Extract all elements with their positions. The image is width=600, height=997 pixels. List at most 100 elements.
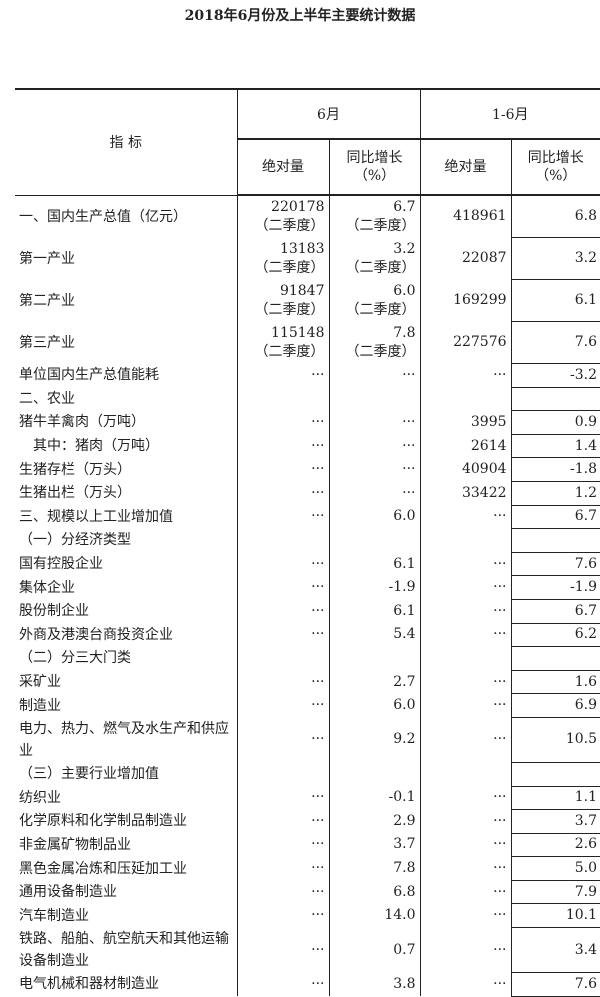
jan-jun-yoy: 7.9	[510, 879, 600, 905]
june-yoy: ···	[328, 481, 421, 506]
june-absolute-text: （二季度）	[254, 217, 325, 234]
header-indicator: 指 标	[15, 88, 238, 196]
june-yoy-text: 3.2	[393, 240, 416, 257]
jan-jun-absolute-text: ···	[493, 731, 507, 748]
jan-jun-yoy: 6.9	[510, 693, 600, 718]
june-yoy	[328, 762, 421, 786]
jan-jun-yoy: 5.0	[510, 856, 600, 881]
june-yoy-text: 5.4	[393, 626, 416, 643]
jan-jun-absolute-text: ···	[493, 508, 507, 525]
jan-jun-yoy: 10.5	[510, 716, 600, 763]
jan-jun-yoy-text: 3.2	[574, 250, 598, 266]
jan-jun-absolute-text: ···	[493, 907, 507, 924]
june-yoy-text: 6.0	[393, 508, 416, 525]
june-yoy: ···	[328, 457, 421, 482]
table-row: 一、国内生产总值（亿元） 220178 （二季度） 6.7 （二季度） 418961 6.8	[15, 194, 600, 238]
jan-jun-absolute-text: ···	[493, 579, 507, 596]
jan-jun-absolute-text: ···	[493, 366, 507, 383]
jan-jun-yoy: 6.8	[510, 194, 600, 238]
jan-jun-absolute-text: ···	[493, 860, 507, 877]
june-yoy-text: ···	[402, 366, 416, 383]
table-row: 纺织业 ··· -0.1 ··· 1.1	[15, 785, 600, 811]
june-yoy-text: 2.7	[393, 673, 416, 690]
table-row: 第一产业 13183 （二季度） 3.2 （二季度） 22087 3.2	[15, 237, 600, 280]
june-absolute-text: ···	[311, 461, 325, 478]
yoy-label: 同比增长	[527, 150, 584, 166]
jan-jun-yoy: 6.2	[510, 622, 600, 648]
june-yoy: -0.1	[328, 786, 421, 810]
june-absolute	[236, 528, 329, 553]
yoy-unit: （%）	[535, 168, 577, 184]
jan-jun-absolute-text: 2614	[470, 437, 507, 454]
jan-jun-yoy-text: 7.6	[574, 975, 598, 992]
jan-jun-yoy: 1.1	[510, 785, 600, 811]
jan-jun-yoy: -1.9	[510, 575, 600, 600]
june-absolute: ···	[236, 623, 329, 647]
june-absolute-text: ···	[311, 789, 325, 806]
jan-jun-absolute	[419, 387, 512, 411]
june-yoy: 2.7	[328, 670, 421, 694]
june-absolute: ···	[236, 670, 329, 694]
jan-jun-absolute: ···	[419, 552, 512, 576]
june-yoy-text: （二季度）	[345, 259, 416, 276]
jan-jun-yoy-text: 3.4	[574, 941, 598, 958]
table-row: 汽车制造业 ··· 14.0 ··· 10.1	[15, 903, 600, 929]
indicator-label: 猪牛羊禽肉（万吨）	[19, 414, 145, 431]
header-jan-jun: 1-6月	[419, 88, 600, 140]
june-yoy: 5.4	[328, 623, 421, 647]
header-june-yoy: 同比增长 （%）	[328, 138, 421, 196]
jan-jun-yoy: 1.2	[510, 480, 600, 506]
june-yoy: -1.9	[328, 575, 421, 600]
jan-jun-absolute: ···	[419, 363, 512, 388]
june-absolute-text: ···	[311, 941, 325, 958]
june-absolute	[236, 646, 329, 671]
june-absolute-text: ···	[311, 602, 325, 619]
june-yoy-text: ···	[402, 461, 416, 478]
june-absolute-text: ···	[311, 555, 325, 572]
table-row: （三）主要行业增加值	[15, 761, 600, 787]
jan-jun-absolute: ···	[419, 880, 512, 904]
june-absolute-text: ···	[311, 731, 325, 748]
indicator-label: 汽车制造业	[19, 907, 89, 924]
table-row: 第三产业 115148 （二季度） 7.8 （二季度） 227576 7.6	[15, 321, 600, 364]
indicator-label: 单位国内生产总值能耗	[19, 367, 159, 384]
jan-jun-absolute: 227576	[419, 321, 512, 364]
page-title: 2018年6月份及上半年主要统计数据	[184, 8, 416, 24]
jan-jun-yoy-text: 7.6	[574, 555, 598, 572]
table-row: 生猪出栏（万头） ··· ··· 33422 1.2	[15, 480, 600, 506]
jan-jun-absolute-text: 418961	[453, 208, 507, 225]
june-yoy: ···	[328, 410, 421, 435]
june-absolute-text: ···	[311, 508, 325, 525]
june-yoy-text: 6.7	[393, 198, 416, 215]
june-yoy-text: 6.1	[393, 555, 416, 572]
jan-jun-absolute: ···	[419, 717, 512, 763]
june-yoy: ···	[328, 434, 421, 458]
jan-jun-absolute: 40904	[419, 457, 512, 482]
jan-jun-absolute-text: 40904	[461, 461, 507, 478]
june-yoy	[328, 528, 421, 553]
jan-jun-absolute-text: 169299	[453, 292, 507, 308]
table-row: （一）分经济类型	[15, 528, 600, 553]
indicator-label: 集体企业	[19, 579, 75, 596]
jan-jun-absolute	[419, 762, 512, 786]
june-absolute: ···	[236, 599, 329, 624]
indicator-label: 二、农业	[19, 390, 75, 407]
table-row: 非金属矿物制品业 ··· 3.7 ··· 2.6	[15, 832, 600, 858]
jan-jun-yoy: -3.2	[510, 363, 600, 388]
june-absolute-text: ···	[311, 907, 325, 924]
june-yoy-text: ···	[402, 413, 416, 430]
indicator-label: （三）主要行业增加值	[19, 766, 159, 783]
indicator-label: 电气机械和器材制造业	[19, 976, 159, 993]
indicator-label: 外商及港澳台商投资企业	[19, 626, 173, 643]
june-absolute-text: ···	[311, 626, 325, 643]
june-absolute: ···	[236, 972, 329, 997]
jan-jun-absolute-text: ···	[493, 697, 507, 714]
jan-jun-yoy	[510, 761, 600, 787]
june-absolute: ···	[236, 856, 329, 881]
june-yoy: 2.9	[328, 809, 421, 834]
june-absolute-text: ···	[311, 579, 325, 596]
table-row: 外商及港澳台商投资企业 ··· 5.4 ··· 6.2	[15, 622, 600, 648]
june-yoy-text: 7.8	[393, 324, 416, 341]
jan-jun-yoy: 7.6	[510, 321, 600, 364]
jan-jun-yoy: 1.6	[510, 669, 600, 695]
